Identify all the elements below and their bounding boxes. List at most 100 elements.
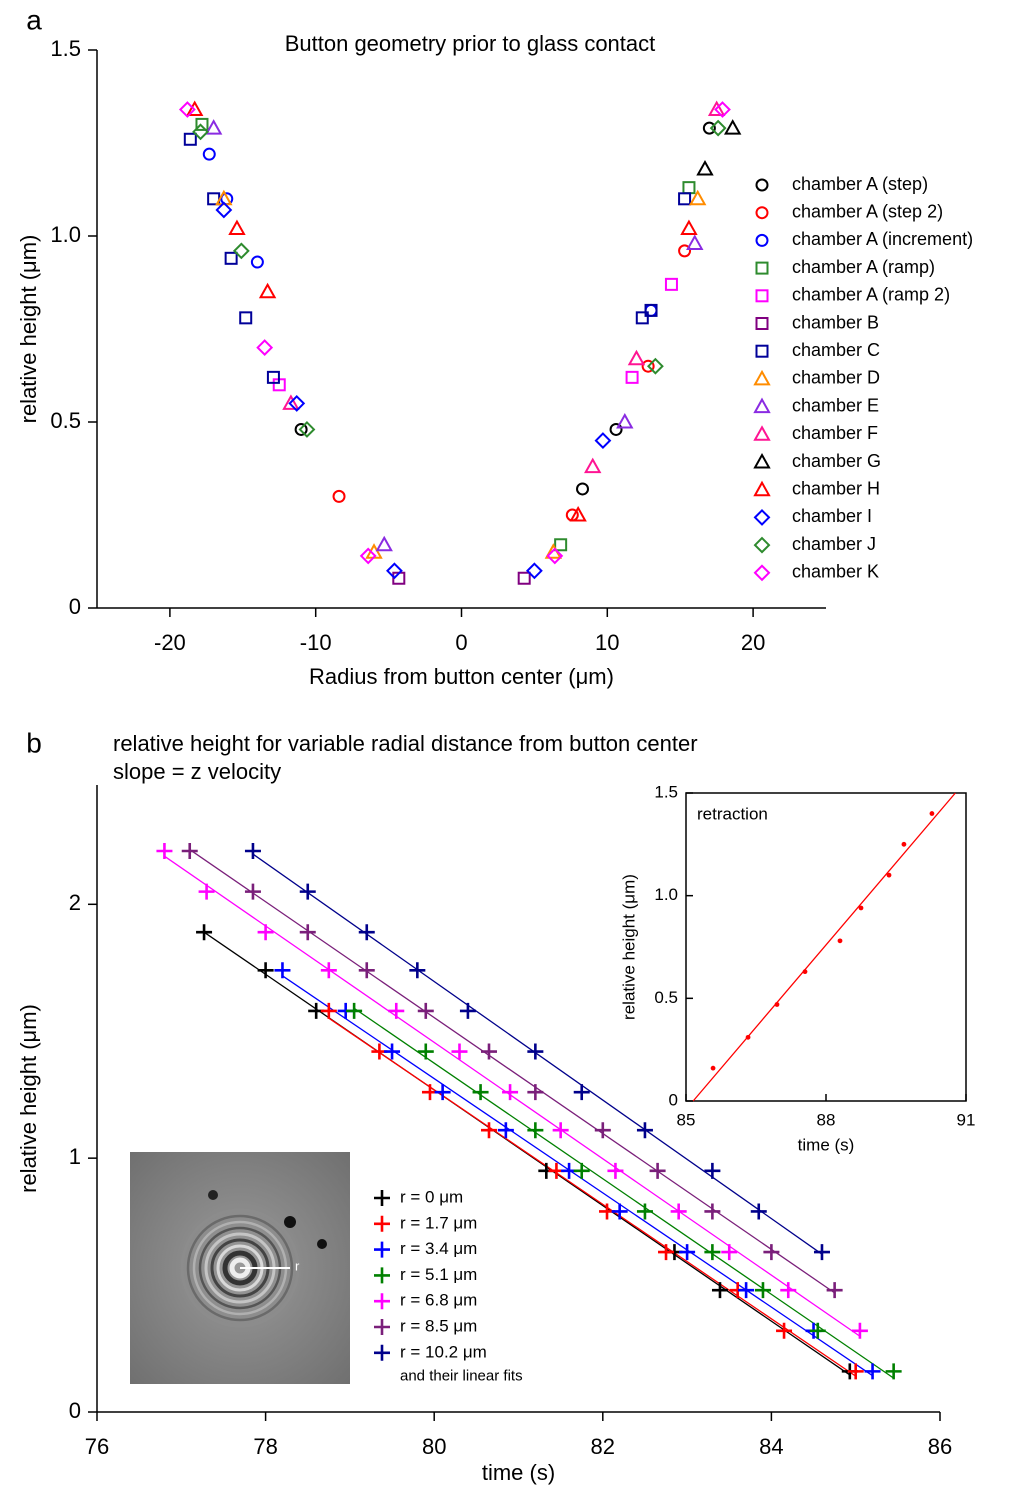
marker-triangle <box>707 100 726 117</box>
marker-square <box>625 370 639 384</box>
marker-diamond <box>215 201 233 219</box>
marker-dot <box>710 1065 716 1071</box>
marker-diamond <box>714 101 731 118</box>
dust-spot <box>284 1216 296 1228</box>
legend-label: chamber A (increment) <box>792 229 973 249</box>
y-axis-label: relative height (μm) <box>16 235 41 424</box>
panel-letter: b <box>26 727 42 758</box>
legend-marker <box>755 317 769 330</box>
legend-marker <box>753 536 771 554</box>
legend-label: chamber C <box>792 340 880 360</box>
marker-plus <box>809 1322 826 1339</box>
x-tick-label: 20 <box>741 630 765 655</box>
legend-label: chamber A (step 2) <box>792 201 943 221</box>
chart-2: 0 0.5 1.0 1.5 85 88 91 time (s) relative height … <box>619 782 975 1154</box>
marker-plus <box>480 1122 497 1139</box>
marker-plus <box>885 1363 902 1380</box>
marker-triangle <box>686 234 704 250</box>
marker-diamond <box>178 101 196 118</box>
marker-square <box>644 303 658 317</box>
marker-triangle <box>258 282 277 299</box>
chart-1: 0 1 2 76 78 80 82 84 86 time (s) relative height (… <box>16 727 952 1484</box>
marker-triangle <box>688 189 707 206</box>
marker-diamond <box>359 547 377 565</box>
marker-plus <box>181 843 198 859</box>
legend-marker <box>374 1241 390 1258</box>
fit-line <box>252 853 823 1255</box>
marker-plus <box>409 962 426 979</box>
marker-plus <box>434 1084 451 1101</box>
fit-line <box>164 855 861 1337</box>
legend-marker <box>374 1344 390 1361</box>
marker-plus <box>780 1282 797 1299</box>
marker-plus <box>864 1363 881 1380</box>
marker-plus <box>388 1002 405 1019</box>
dust-spot <box>208 1190 218 1200</box>
y-axis-label: relative height (μm) <box>16 1004 41 1193</box>
marker-triangle <box>723 119 742 135</box>
legend-marker <box>755 261 769 275</box>
marker-triangle <box>680 219 698 236</box>
chart-title: relative height for variable radial dist… <box>113 731 698 756</box>
marker-plus <box>721 1244 738 1261</box>
y-tick-label: 1.5 <box>50 36 81 61</box>
x-tick-label: 91 <box>957 1110 976 1129</box>
legend-marker <box>374 1190 390 1206</box>
marker-plus <box>826 1282 843 1299</box>
marker-dot <box>929 811 935 816</box>
legend-label: chamber D <box>792 368 880 388</box>
marker-square <box>195 117 209 131</box>
y-tick-label: 1 <box>69 1144 81 1169</box>
marker-plus <box>636 1122 653 1139</box>
legend-marker <box>753 369 771 386</box>
marker-plus <box>573 1162 590 1179</box>
marker-square <box>517 571 531 585</box>
marker-diamond <box>232 242 250 260</box>
marker-plus <box>611 1203 628 1220</box>
x-tick-label: 82 <box>591 1434 615 1459</box>
marker-plus <box>244 843 261 859</box>
marker-plus <box>704 1244 721 1261</box>
legend-label: r = 6.8 μm <box>400 1291 477 1310</box>
marker-diamond <box>709 119 727 137</box>
y-axis-label: relative height (μm) <box>619 874 638 1020</box>
marker-square <box>678 192 692 206</box>
marker-triangle <box>228 219 246 236</box>
legend-label: r = 5.1 μm <box>400 1265 477 1284</box>
marker-circle <box>294 422 308 436</box>
chart-0: 0 0.5 1.0 1.5 -20 -10 0 10 20 Radius from button … <box>16 4 973 688</box>
legend-label: chamber B <box>792 312 879 332</box>
legend-marker <box>755 233 769 247</box>
marker-plus <box>257 924 274 941</box>
fit-line <box>353 1007 895 1379</box>
legend-marker <box>755 206 769 220</box>
marker-plus <box>198 883 215 900</box>
legend-label: chamber A (ramp 2) <box>792 285 950 305</box>
marker-triangle <box>616 412 634 429</box>
inset-title: retraction <box>697 804 768 823</box>
marker-square <box>183 132 197 146</box>
marker-circle <box>702 121 716 135</box>
marker-plus <box>763 1244 780 1261</box>
plot-frame <box>685 792 967 1102</box>
radius-label: r <box>295 1258 300 1273</box>
marker-diamond <box>288 394 306 412</box>
marker-plus <box>299 924 316 941</box>
marker-circle <box>609 422 623 436</box>
y-tick-label: 0 <box>669 1090 678 1109</box>
legend-marker <box>753 480 771 497</box>
marker-plus <box>813 1244 830 1261</box>
x-tick-label: -10 <box>300 630 332 655</box>
dust-spot <box>317 1239 327 1249</box>
marker-plus <box>594 1122 611 1139</box>
fit-line <box>328 1017 857 1377</box>
marker-square <box>635 311 649 325</box>
marker-plus <box>649 1162 666 1179</box>
legend-label: chamber I <box>792 506 872 526</box>
marker-square <box>554 538 568 552</box>
y-tick-label: 1.0 <box>50 222 81 247</box>
y-tick-label: 0 <box>69 594 81 619</box>
marker-plus <box>847 1363 864 1380</box>
y-tick-label: 0.5 <box>50 408 81 433</box>
marker-plus <box>851 1322 868 1339</box>
